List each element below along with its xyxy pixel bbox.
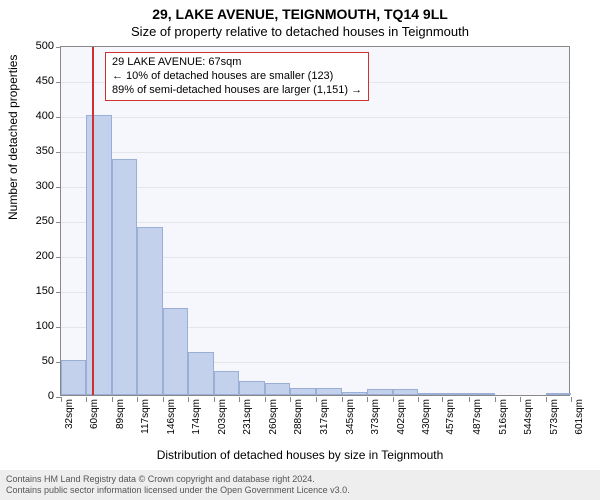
histogram-bar: [316, 388, 341, 395]
histogram-bar: [188, 352, 214, 395]
page-title-address: 29, LAKE AVENUE, TEIGNMOUTH, TQ14 9LL: [0, 0, 600, 22]
histogram-bar: [290, 388, 316, 395]
xtick-label: 231sqm: [242, 399, 253, 435]
xtick-mark: [265, 397, 266, 402]
ytick-label: 50: [0, 355, 54, 367]
xtick-label: 317sqm: [319, 399, 330, 435]
info-line-larger: 89% of semi-detached houses are larger (…: [112, 84, 362, 98]
xtick-mark: [86, 397, 87, 402]
histogram-bar: [367, 389, 393, 395]
xtick-label: 487sqm: [472, 399, 483, 435]
histogram-bar: [214, 371, 239, 396]
ytick-mark: [56, 82, 61, 83]
ytick-mark: [56, 187, 61, 188]
xtick-label: 288sqm: [293, 399, 304, 435]
xtick-mark: [61, 397, 62, 402]
histogram-bar: [86, 115, 112, 395]
histogram-bar: [418, 393, 442, 395]
ytick-mark: [56, 47, 61, 48]
ytick-label: 350: [0, 145, 54, 157]
xtick-label: 117sqm: [140, 399, 151, 434]
xtick-mark: [469, 397, 470, 402]
xtick-mark: [239, 397, 240, 402]
info-line-property: 29 LAKE AVENUE: 67sqm: [112, 56, 362, 70]
footer-attribution: Contains HM Land Registry data © Crown c…: [0, 470, 600, 500]
histogram-bar: [342, 392, 367, 395]
property-marker-line: [92, 47, 94, 395]
histogram-bar: [163, 308, 188, 396]
ytick-label: 200: [0, 250, 54, 262]
xtick-label: 430sqm: [421, 399, 432, 435]
ytick-mark: [56, 117, 61, 118]
histogram-bar: [393, 389, 418, 395]
xtick-mark: [571, 397, 572, 402]
property-info-box: 29 LAKE AVENUE: 67sqm ← 10% of detached …: [105, 52, 369, 101]
xtick-mark: [442, 397, 443, 402]
ytick-mark: [56, 257, 61, 258]
xtick-mark: [188, 397, 189, 402]
ytick-label: 450: [0, 75, 54, 87]
xtick-label: 516sqm: [498, 399, 509, 435]
xtick-label: 457sqm: [445, 399, 456, 435]
xtick-label: 32sqm: [64, 399, 75, 429]
xtick-mark: [495, 397, 496, 402]
x-axis-label: Distribution of detached houses by size …: [0, 448, 600, 462]
footer-line2: Contains public sector information licen…: [6, 485, 594, 496]
xtick-label: 260sqm: [268, 399, 279, 435]
xtick-mark: [137, 397, 138, 402]
ytick-label: 300: [0, 180, 54, 192]
xtick-mark: [112, 397, 113, 402]
histogram-bar: [239, 381, 265, 395]
xtick-label: 60sqm: [89, 399, 100, 429]
xtick-mark: [418, 397, 419, 402]
gridline: [61, 187, 569, 188]
histogram-chart: 32sqm60sqm89sqm117sqm146sqm174sqm203sqm2…: [60, 46, 570, 396]
page-subtitle: Size of property relative to detached ho…: [0, 22, 600, 39]
xtick-mark: [393, 397, 394, 402]
xtick-mark: [546, 397, 547, 402]
ytick-mark: [56, 222, 61, 223]
xtick-label: 89sqm: [115, 399, 126, 429]
gridline: [61, 152, 569, 153]
xtick-mark: [520, 397, 521, 402]
xtick-label: 601sqm: [574, 399, 585, 435]
histogram-bar: [546, 393, 571, 395]
xtick-label: 174sqm: [191, 399, 202, 435]
histogram-bar: [469, 393, 495, 395]
ytick-label: 250: [0, 215, 54, 227]
xtick-mark: [290, 397, 291, 402]
footer-line1: Contains HM Land Registry data © Crown c…: [6, 474, 594, 485]
ytick-mark: [56, 152, 61, 153]
xtick-mark: [163, 397, 164, 402]
gridline: [61, 117, 569, 118]
histogram-bar: [112, 159, 137, 395]
histogram-bar: [61, 360, 86, 395]
info-line-smaller: ← 10% of detached houses are smaller (12…: [112, 70, 362, 84]
histogram-bar: [265, 383, 290, 395]
xtick-label: 203sqm: [217, 399, 228, 435]
gridline: [61, 222, 569, 223]
xtick-label: 402sqm: [396, 399, 407, 435]
ytick-label: 400: [0, 110, 54, 122]
xtick-mark: [367, 397, 368, 402]
ytick-mark: [56, 292, 61, 293]
xtick-label: 544sqm: [523, 399, 534, 435]
xtick-mark: [214, 397, 215, 402]
ytick-label: 100: [0, 320, 54, 332]
ytick-label: 500: [0, 40, 54, 52]
xtick-mark: [342, 397, 343, 402]
xtick-label: 345sqm: [345, 399, 356, 435]
ytick-label: 150: [0, 285, 54, 297]
xtick-label: 573sqm: [549, 399, 560, 435]
ytick-mark: [56, 327, 61, 328]
xtick-label: 373sqm: [370, 399, 381, 435]
xtick-label: 146sqm: [166, 399, 177, 435]
histogram-bar: [442, 393, 469, 395]
histogram-bar: [137, 227, 163, 395]
xtick-mark: [316, 397, 317, 402]
ytick-label: 0: [0, 390, 54, 402]
